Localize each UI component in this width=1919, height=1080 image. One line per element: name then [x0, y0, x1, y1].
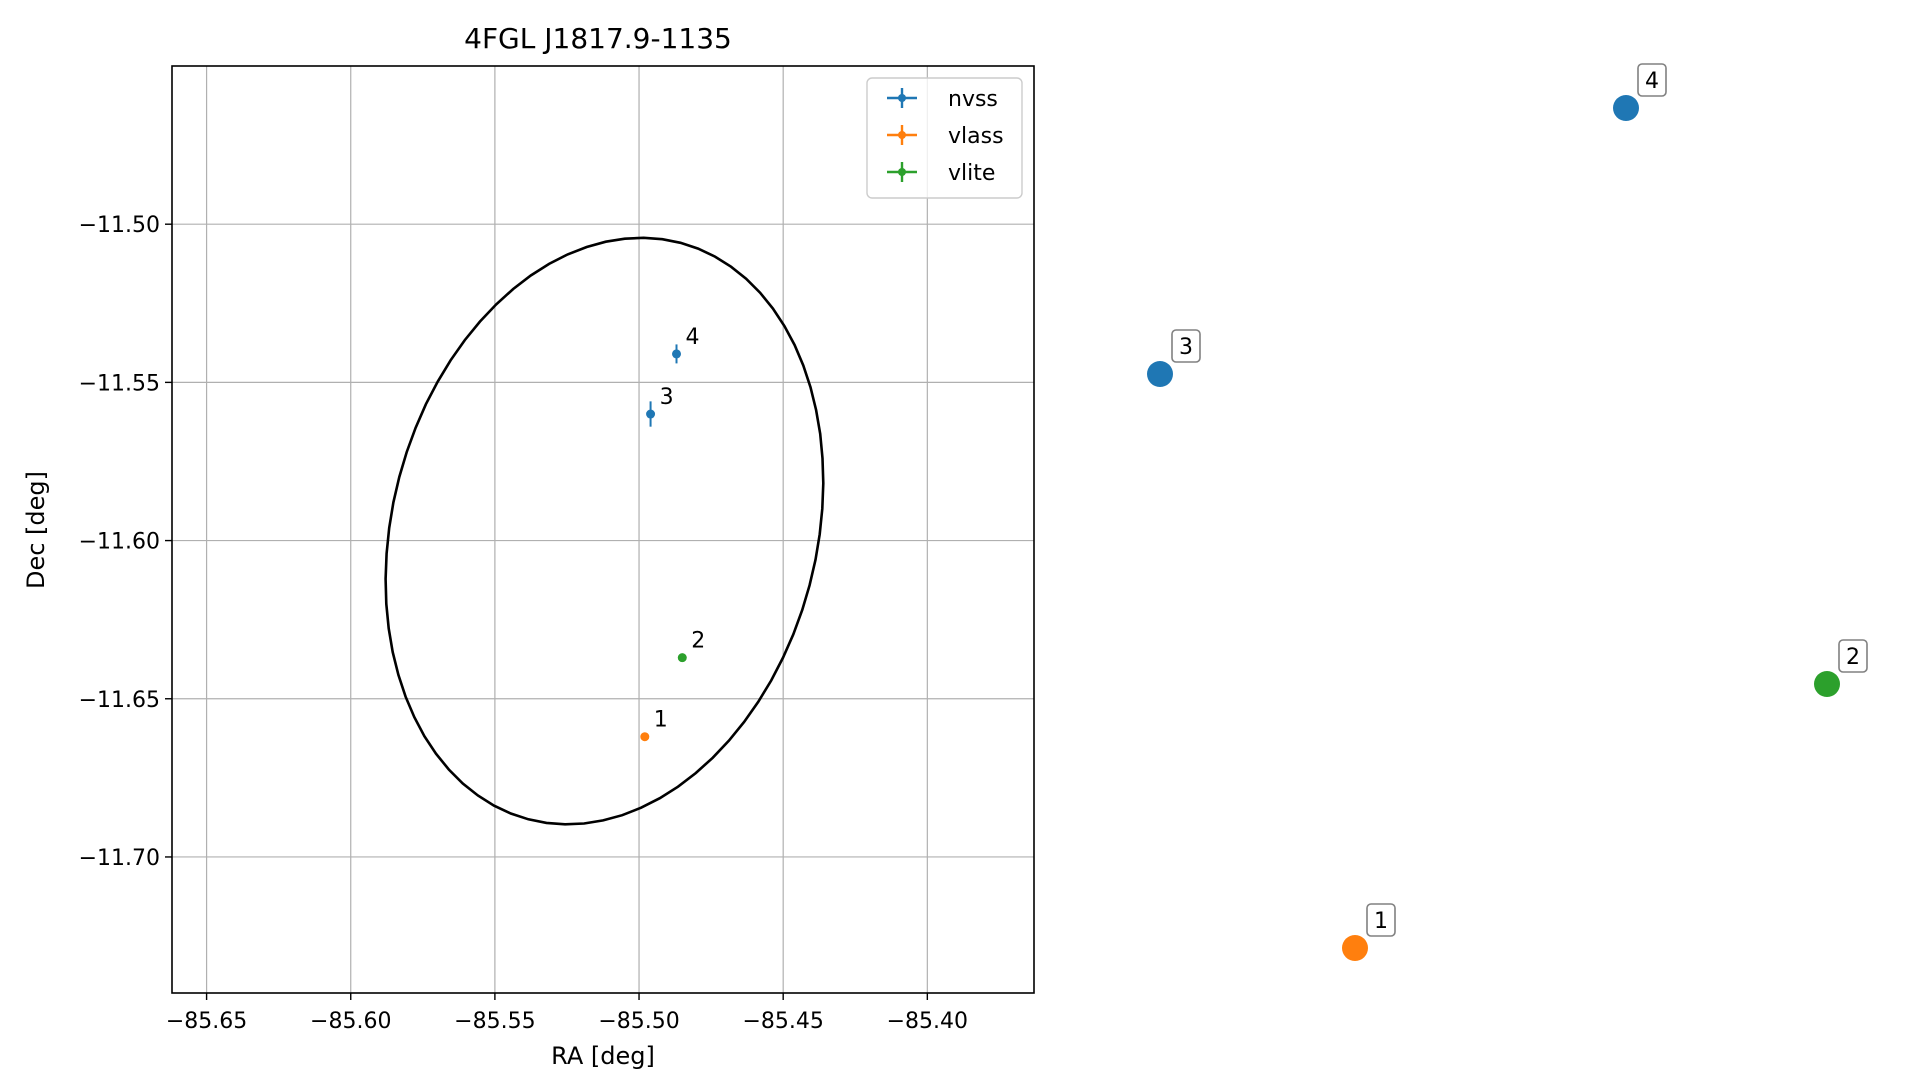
- point-label: 2: [691, 629, 705, 654]
- side-point-1: 1: [1342, 903, 1396, 961]
- x-axis-label: RA [deg]: [551, 1042, 655, 1070]
- x-tick-label: −85.50: [598, 1009, 679, 1034]
- side-point-3: 3: [1147, 329, 1201, 387]
- x-tick-label: −85.40: [887, 1009, 968, 1034]
- side-label: 3: [1179, 335, 1193, 360]
- y-axis-ticks: −11.50 −11.55 −11.60 −11.65 −11.70: [79, 213, 172, 871]
- x-tick-label: −85.45: [742, 1009, 823, 1034]
- legend-entry-nvss: nvss: [887, 87, 998, 112]
- side-label-box: [1838, 639, 1868, 673]
- marker: [640, 732, 650, 742]
- side-marker: [1342, 935, 1368, 961]
- side-label: 2: [1846, 645, 1860, 670]
- localization-ellipse: [384, 236, 825, 826]
- legend-entry-vlite: vlite: [887, 161, 995, 186]
- x-tick-label: −85.55: [454, 1009, 535, 1034]
- marker: [646, 409, 656, 419]
- side-label-box: [1637, 63, 1667, 97]
- legend-marker-dot: [898, 131, 906, 139]
- legend-label: nvss: [948, 87, 998, 112]
- side-label-box: [1171, 329, 1201, 363]
- side-label: 4: [1645, 69, 1659, 94]
- side-chart: 1 2 3 4: [1147, 63, 1868, 961]
- data-point-nvss-4: 4: [672, 325, 700, 364]
- y-tick-label: −11.50: [79, 213, 160, 238]
- legend-marker-dot: [898, 94, 906, 102]
- y-tick-label: −11.70: [79, 846, 160, 871]
- x-tick-label: −85.60: [310, 1009, 391, 1034]
- y-axis-label: Dec [deg]: [22, 471, 50, 589]
- y-tick-label: −11.65: [79, 688, 160, 713]
- marker: [672, 349, 682, 359]
- axes-frame: [171, 65, 1035, 994]
- side-marker: [1147, 361, 1173, 387]
- legend-label: vlite: [948, 161, 995, 186]
- side-point-2: 2: [1814, 639, 1868, 697]
- legend-entry-vlass: vlass: [887, 124, 1004, 149]
- grid: [172, 66, 1034, 993]
- y-tick-label: −11.55: [79, 371, 160, 396]
- data-point-vlite-2: 2: [677, 629, 705, 663]
- legend-label: vlass: [948, 124, 1004, 149]
- legend-marker-dot: [898, 168, 906, 176]
- main-chart: 4FGL J1817.9-1135 3 4 1 2 −85.65 −85.60 −85.5…: [22, 22, 1035, 1070]
- marker: [677, 653, 687, 663]
- x-axis-ticks: −85.65 −85.60 −85.55 −85.50 −85.45 −85.40: [166, 993, 968, 1034]
- side-label-box: [1366, 903, 1396, 937]
- point-label: 1: [654, 708, 668, 733]
- side-label: 1: [1374, 909, 1388, 934]
- data-point-vlass-1: 1: [640, 708, 668, 742]
- point-label: 3: [660, 385, 674, 410]
- data-points: 3 4 1 2: [640, 325, 705, 742]
- x-tick-label: −85.65: [166, 1009, 247, 1034]
- side-point-4: 4: [1613, 63, 1667, 121]
- data-point-nvss-3: 3: [646, 385, 674, 427]
- side-marker: [1814, 671, 1840, 697]
- legend: nvss vlass vlite: [866, 77, 1023, 199]
- point-label: 4: [686, 325, 700, 350]
- side-marker: [1613, 95, 1639, 121]
- y-tick-label: −11.60: [79, 530, 160, 555]
- chart-title: 4FGL J1817.9-1135: [464, 22, 732, 55]
- legend-box: [866, 77, 1023, 199]
- localization-ellipse-path: [384, 236, 825, 826]
